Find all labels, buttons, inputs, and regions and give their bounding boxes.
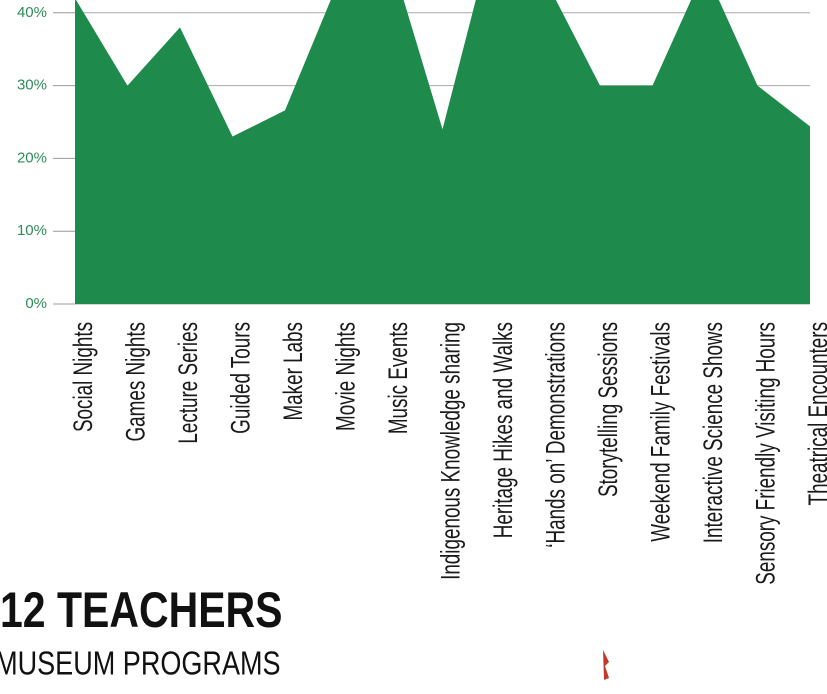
y-tick-label: 30% xyxy=(17,77,47,94)
y-tick-label: 20% xyxy=(17,149,47,166)
x-tick-label: Indigenous Knowledge sharing xyxy=(435,322,465,580)
y-tick-label: 10% xyxy=(17,222,47,239)
x-tick-label: Weekend Family Festivals xyxy=(645,322,675,542)
x-tick-label: Guided Tours xyxy=(225,322,255,434)
y-tick-label: 40% xyxy=(17,4,47,21)
x-tick-label: Theatrical Encounters xyxy=(803,322,827,505)
x-tick-label: Movie Nights xyxy=(330,322,360,431)
x-tick-label: Social Nights xyxy=(68,322,98,432)
x-tick-label: Lecture Series xyxy=(173,322,203,444)
area xyxy=(75,0,810,304)
x-tick-label: Maker Labs xyxy=(278,322,308,421)
x-tick-label: Sensory Friendly Visiting Hours xyxy=(750,322,780,585)
x-tick-label: Heritage Hikes and Walks xyxy=(488,322,518,538)
x-tick-label: ‘Hands on’ Demonstrations xyxy=(540,322,570,548)
x-tick-label: Games Nights xyxy=(120,322,150,441)
x-tick-label: Storytelling Sessions xyxy=(593,322,623,497)
chart: 12 TEACHERS MUSEUM PROGRAMS 0% 10% 20% 30% 4… xyxy=(0,0,827,694)
headline: 12 TEACHERS xyxy=(0,582,282,638)
decoration xyxy=(603,650,609,680)
x-tick-label: Music Events xyxy=(383,322,413,434)
y-tick-label: 0% xyxy=(25,295,47,312)
x-tick-label: Interactive Science Shows xyxy=(698,322,728,543)
subheadline: MUSEUM PROGRAMS xyxy=(0,646,281,682)
